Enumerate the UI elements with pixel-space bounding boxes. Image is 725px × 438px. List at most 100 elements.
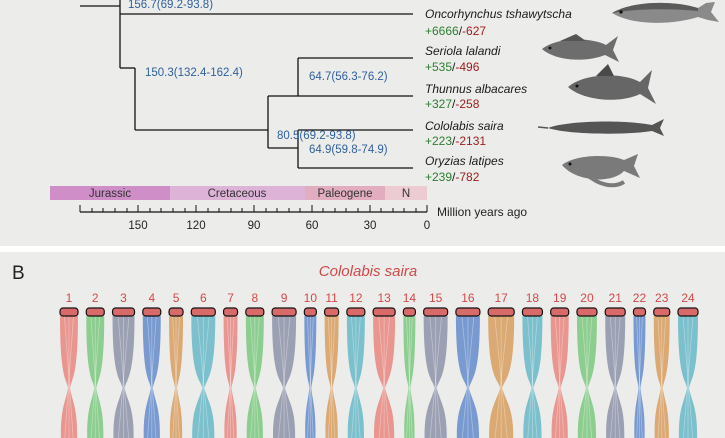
chromosome-label-7: 7 <box>227 291 234 305</box>
synteny-ribbon-chr10 <box>304 315 317 438</box>
era-label-n: N <box>402 188 410 200</box>
species-name-cololabis: Cololabis saira <box>425 119 504 133</box>
gene-counts-oncorhynchus: +6666/-627 <box>425 24 486 38</box>
chromosome-24 <box>677 307 699 317</box>
loss-count: -258 <box>455 97 479 111</box>
tuna-icon <box>568 64 656 104</box>
chromosome-label-6: 6 <box>200 291 207 305</box>
chromosome-1 <box>59 307 79 317</box>
chromosome-label-24: 24 <box>681 291 695 305</box>
chromosome-17 <box>487 307 515 317</box>
chromosome-11 <box>324 307 340 317</box>
synteny-svg: B Cololabis saira 1 2 3 4 5 6 7 8 9 10 11 12 13 14 15 1… <box>12 263 699 438</box>
chromosome-label-21: 21 <box>609 291 623 305</box>
synteny-ribbon-chr15 <box>423 315 448 438</box>
species-name-seriola: Seriola lalandi <box>425 44 501 58</box>
synteny-ribbon-chr14 <box>403 315 416 438</box>
tick-30: 30 <box>364 220 377 232</box>
synteny-ribbon-chr16 <box>455 315 480 438</box>
loss-count: -627 <box>462 24 486 38</box>
gene-counts-seriola: +535/-496 <box>425 60 480 74</box>
salmon-icon <box>612 2 719 23</box>
chromosome-5 <box>168 307 184 317</box>
chromosome-label-19: 19 <box>553 291 567 305</box>
synteny-ribbon-chr13 <box>373 315 396 438</box>
gain-count: +223 <box>425 134 452 148</box>
synteny-ribbon-chr18 <box>522 315 543 438</box>
era-neogene <box>385 186 427 200</box>
synteny-ribbon-chr6 <box>191 315 216 438</box>
chart-title: Cololabis saira <box>319 263 417 280</box>
chromosome-label-12: 12 <box>349 291 363 305</box>
time-axis: 150 120 90 60 30 0 Million years ago <box>79 205 527 232</box>
chromosome-9 <box>271 307 297 317</box>
era-label-paleogene: Paleogene <box>318 188 373 200</box>
geologic-era-bar: Jurassic Cretaceous Paleogene N <box>50 186 427 200</box>
chromosome-15 <box>423 307 449 317</box>
node-label-top: 156.7(69.2-93.8) <box>128 0 213 11</box>
chromosome-20 <box>576 307 598 317</box>
loss-count: -496 <box>455 60 479 74</box>
gene-counts-oryzias: +239/-782 <box>425 170 480 184</box>
era-cretaceous <box>170 186 305 200</box>
chromosome-23 <box>653 307 671 317</box>
loss-count: -2131 <box>455 134 486 148</box>
era-label-jurassic: Jurassic <box>89 188 131 200</box>
chromosome-label-2: 2 <box>92 291 99 305</box>
chromosome-16 <box>455 307 481 317</box>
node-label-64-7: 64.7(56.3-76.2) <box>309 71 388 83</box>
chromosome-2 <box>85 307 105 317</box>
chromosome-label-10: 10 <box>304 291 318 305</box>
gene-counts-cololabis: +223/-2131 <box>425 134 486 148</box>
chromosome-18 <box>521 307 544 317</box>
node-label-150: 150.3(132.4-162.4) <box>145 67 243 79</box>
synteny-ribbon-chr7 <box>223 315 238 438</box>
chromosome-label-3: 3 <box>120 291 127 305</box>
synteny-ribbon-chr12 <box>346 315 365 438</box>
chromosome-6 <box>190 307 216 317</box>
tick-90: 90 <box>248 220 261 232</box>
chromosome-8 <box>245 307 265 317</box>
tick-0: 0 <box>424 220 430 232</box>
synteny-ribbon-chr9 <box>272 315 297 438</box>
phylogeny-svg: 156.7(69.2-93.8) 150.3(132.4-162.4) 80.5… <box>50 0 719 232</box>
panel-a-phylogeny: 156.7(69.2-93.8) 150.3(132.4-162.4) 80.5… <box>0 0 725 246</box>
tick-150: 150 <box>128 220 147 232</box>
gain-count: +6666 <box>425 24 459 38</box>
synteny-ribbon-chr3 <box>112 315 135 438</box>
synteny-ribbon-chr21 <box>605 315 626 438</box>
chromosome-label-18: 18 <box>526 291 540 305</box>
chromosome-label-23: 23 <box>655 291 669 305</box>
tick-120: 120 <box>186 220 205 232</box>
chromosome-14 <box>402 307 416 317</box>
synteny-ribbons <box>60 315 698 438</box>
gene-counts-thunnus: +327/-258 <box>425 97 480 111</box>
era-paleogene <box>305 186 385 200</box>
chromosome-7 <box>222 307 239 317</box>
synteny-ribbon-chr5 <box>169 315 184 438</box>
chromosome-label-11: 11 <box>325 291 338 305</box>
chromosome-label-14: 14 <box>403 291 417 305</box>
synteny-ribbon-chr8 <box>245 315 264 438</box>
loss-count: -782 <box>455 170 479 184</box>
chromosome-label-5: 5 <box>173 291 180 305</box>
medaka-icon <box>562 154 640 188</box>
chromosome-row: 1 2 3 4 5 6 7 8 9 10 11 12 13 14 15 16 17 18 19 20 21 22 23 24 <box>59 291 699 317</box>
synteny-ribbon-chr4 <box>142 315 161 438</box>
era-jurassic <box>50 186 170 200</box>
era-label-cretaceous: Cretaceous <box>208 188 267 200</box>
species-name-oncorhynchus: Oncorhynchus tshawytscha <box>425 7 572 21</box>
chromosome-label-17: 17 <box>494 291 508 305</box>
chromosome-label-15: 15 <box>429 291 443 305</box>
gain-count: +535 <box>425 60 452 74</box>
chromosome-label-20: 20 <box>580 291 594 305</box>
axis-label: Million years ago <box>437 205 527 219</box>
chromosome-10 <box>303 307 317 317</box>
chromosome-4 <box>142 307 162 317</box>
node-label-64-9: 64.9(59.8-74.9) <box>309 144 388 156</box>
synteny-ribbon-chr2 <box>86 315 105 438</box>
species-name-thunnus: Thunnus albacares <box>425 82 527 96</box>
chromosome-label-9: 9 <box>281 291 288 305</box>
species-name-oryzias: Oryzias latipes <box>425 154 504 168</box>
synteny-ribbon-chr23 <box>653 315 670 438</box>
